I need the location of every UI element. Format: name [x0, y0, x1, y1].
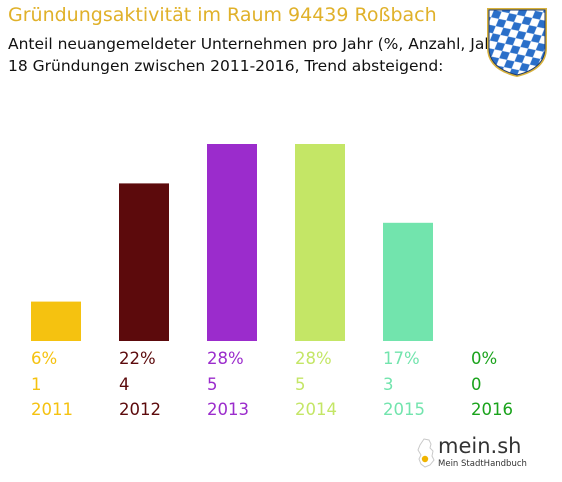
percent-label-2011: 6% [31, 349, 57, 368]
percent-label-2013: 28% [207, 349, 244, 368]
percent-label-2015: 17% [383, 349, 420, 368]
logo-subtext: Mein StadtHandbuch [438, 459, 527, 469]
year-label-2016: 2016 [471, 400, 513, 419]
chart-subtitle-line1: Anteil neuangemeldeter Unternehmen pro J… [8, 35, 507, 53]
count-label-2014: 5 [295, 375, 306, 394]
count-label-2012: 4 [119, 375, 130, 394]
bar-2015 [383, 222, 433, 341]
germany-map-icon [417, 438, 435, 468]
year-label-2015: 2015 [383, 400, 425, 419]
chart-title: Gründungsaktivität im Raum 94439 Roßbach [8, 4, 437, 26]
logo-text: mein.sh [438, 434, 522, 458]
count-label-2016: 0 [471, 375, 482, 394]
percent-label-2016: 0% [471, 349, 497, 368]
count-label-2011: 1 [31, 375, 42, 394]
percent-label-2012: 22% [119, 349, 156, 368]
count-label-2013: 5 [207, 375, 218, 394]
year-label-2013: 2013 [207, 400, 249, 419]
year-label-2014: 2014 [295, 400, 337, 419]
year-label-2011: 2011 [31, 400, 73, 419]
chart-subtitle-line2: 18 Gründungen zwischen 2011-2016, Trend … [8, 57, 444, 75]
year-label-2012: 2012 [119, 400, 161, 419]
bavarian-crest-icon [487, 8, 547, 77]
bar-2014 [295, 144, 345, 341]
mein-sh-logo: mein.sh Mein StadtHandbuch [416, 434, 528, 474]
count-label-2015: 3 [383, 375, 394, 394]
percent-label-2014: 28% [295, 349, 332, 368]
bar-2012 [119, 183, 169, 341]
bar-2013 [207, 144, 257, 341]
bar-2011 [31, 301, 81, 341]
